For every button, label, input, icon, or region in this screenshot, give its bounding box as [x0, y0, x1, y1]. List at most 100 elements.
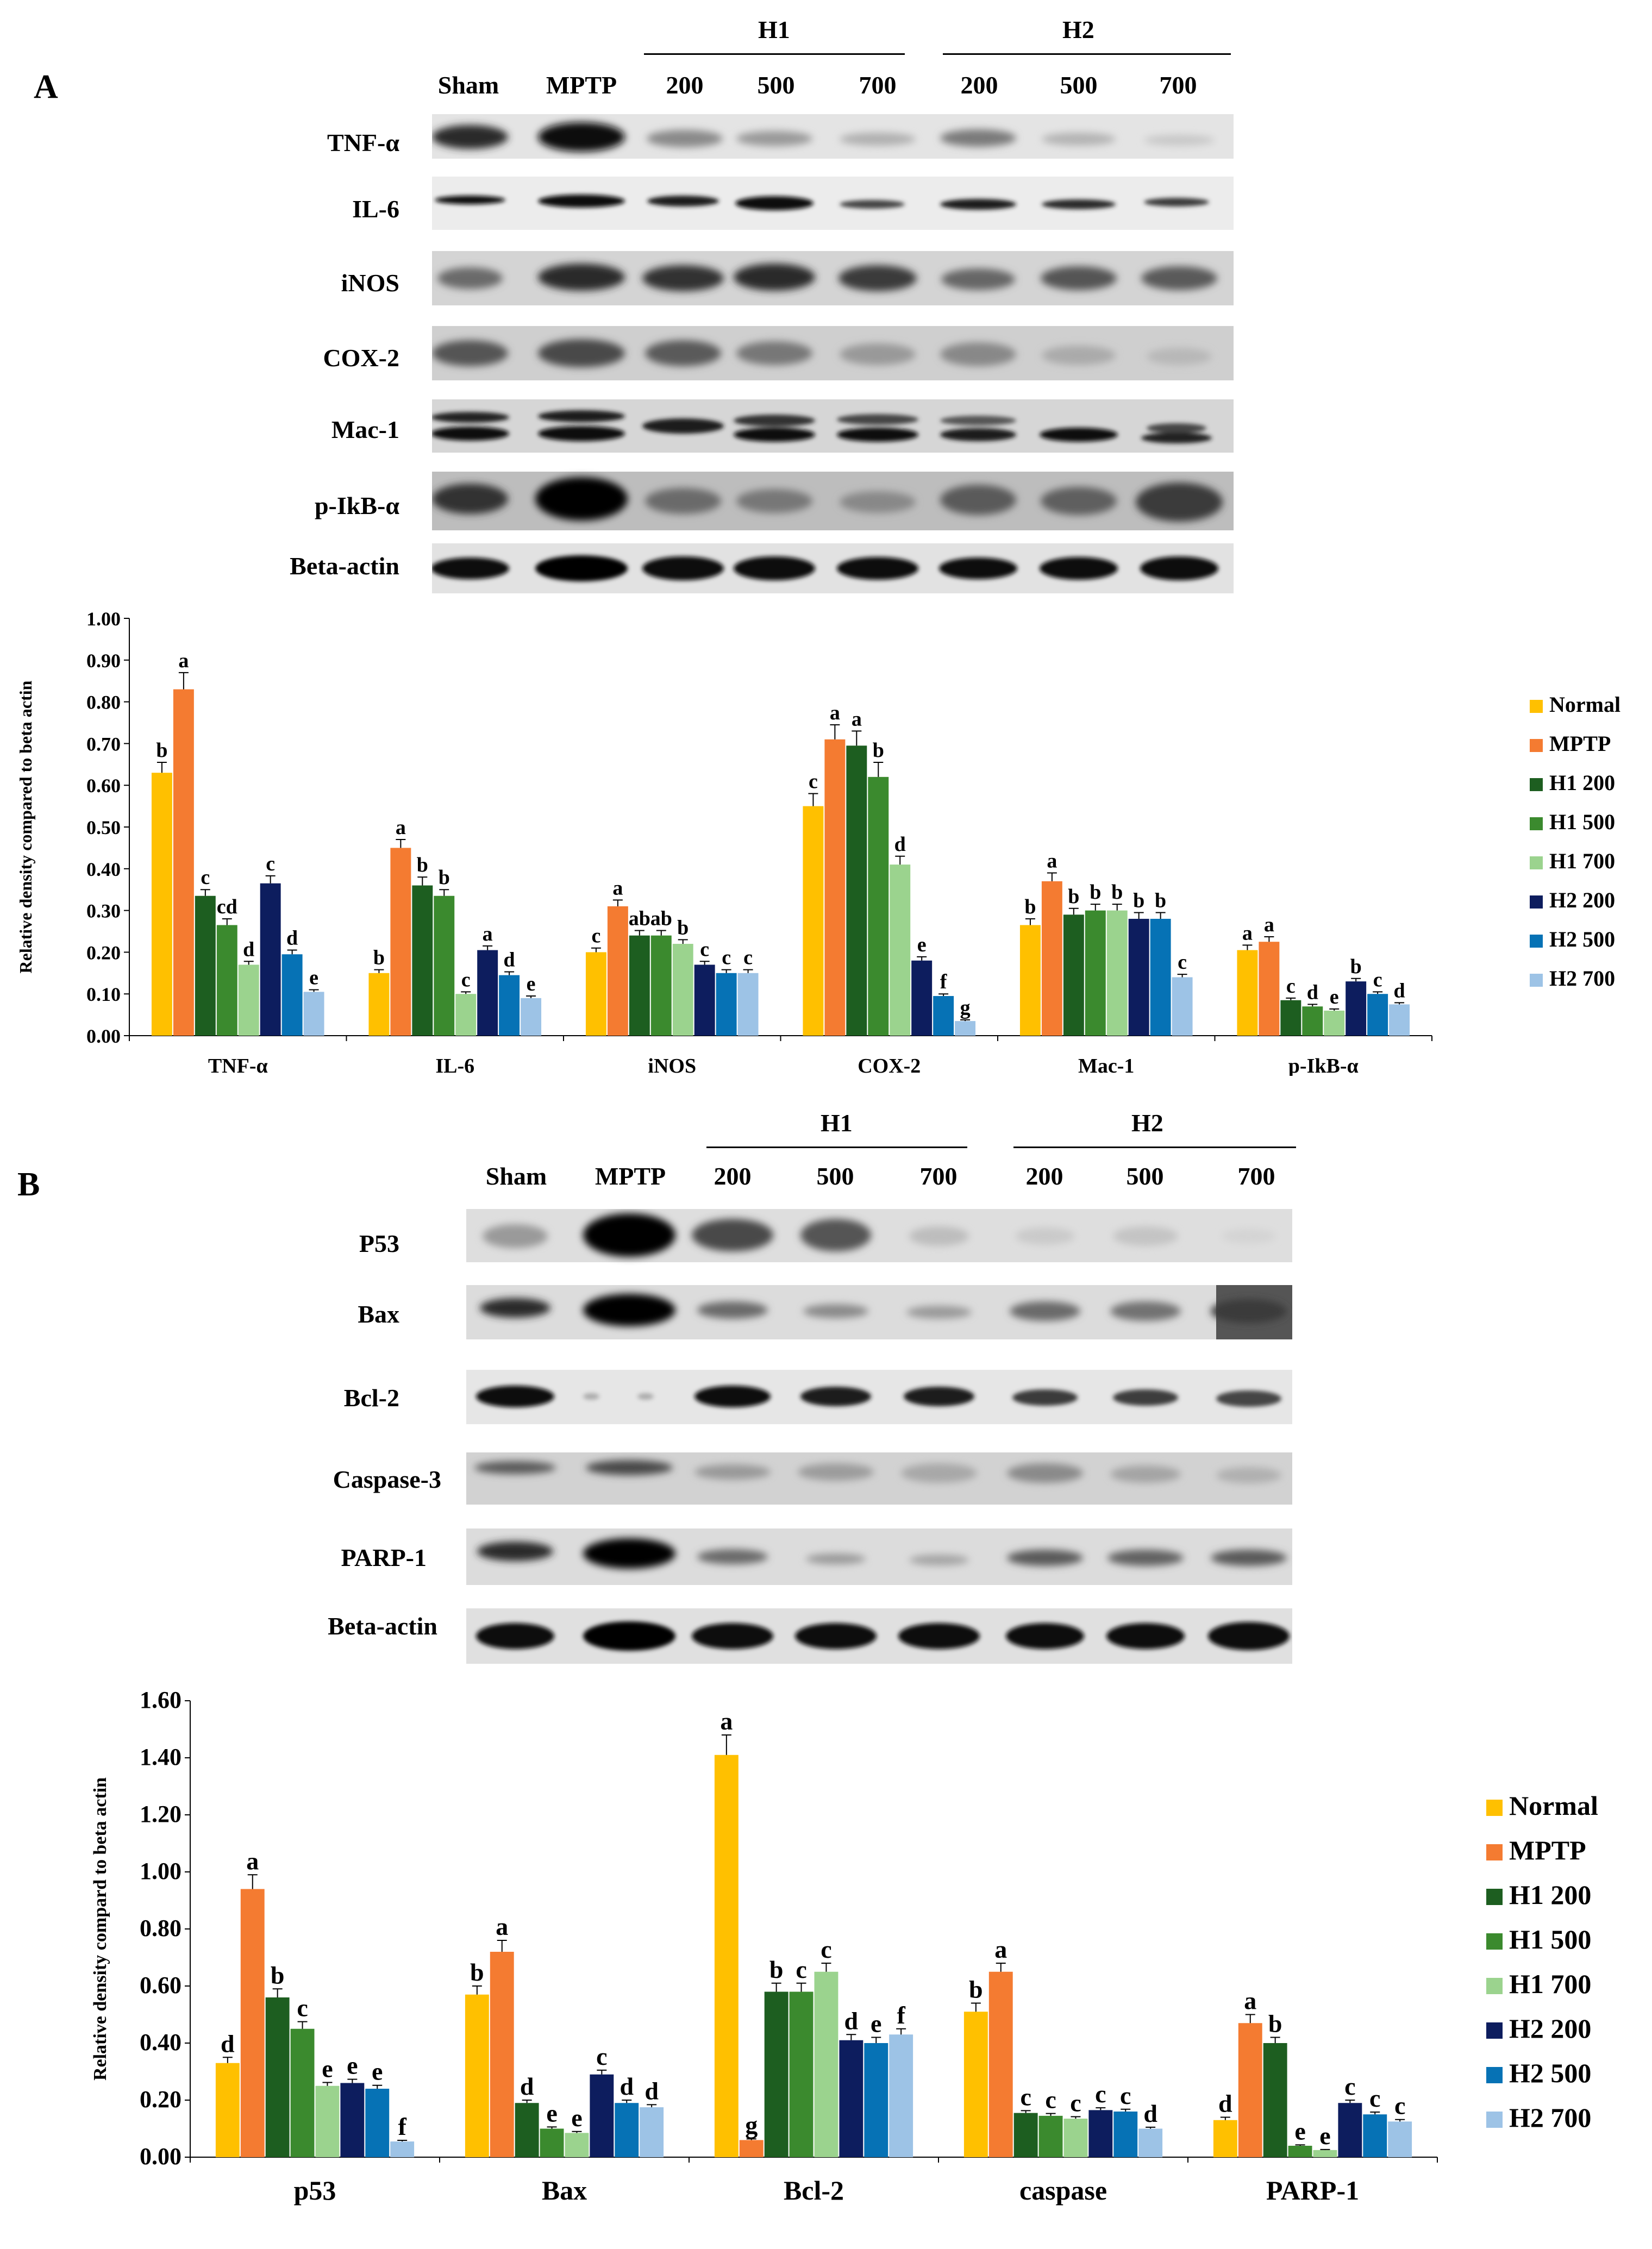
bar [988, 1971, 1013, 2157]
bar [1019, 925, 1041, 1036]
bar [1363, 2114, 1387, 2157]
significance-label: e [571, 2104, 582, 2132]
significance-label: c [1095, 2080, 1106, 2108]
significance-label: a [612, 876, 623, 899]
bar [390, 848, 411, 1036]
bar [846, 746, 867, 1036]
panel-a-protein-label: IL-6 [352, 195, 399, 223]
panel-b-group-h1-label: H1 [821, 1109, 853, 1137]
significance-label: e [871, 2010, 881, 2038]
legend-label: H2 500 [1509, 2058, 1591, 2088]
legend-swatch [1530, 895, 1543, 909]
panel-b-protein-label: Bcl-2 [343, 1384, 399, 1412]
y-tick-label: 0.70 [86, 733, 121, 755]
bar [412, 885, 433, 1036]
blot-strip-beta-actin [432, 543, 1234, 593]
panel-b-lane-label: 500 [817, 1162, 854, 1190]
bar [515, 2103, 539, 2157]
legend-label: Normal [1509, 1790, 1598, 1821]
significance-label: a [830, 701, 840, 724]
bar [764, 1991, 789, 2157]
blot-strip-caspase3 [466, 1452, 1292, 1505]
legend-swatch [1486, 1800, 1503, 1816]
significance-label: f [940, 970, 948, 993]
significance-label: c [700, 938, 709, 961]
significance-label: a [246, 1847, 259, 1875]
significance-label: c [821, 1935, 831, 1963]
bar [455, 994, 477, 1036]
bar [1338, 2103, 1362, 2157]
bar [640, 2107, 664, 2157]
bar [368, 973, 390, 1036]
significance-label: d [1307, 981, 1318, 1004]
legend-swatch [1486, 1933, 1503, 1950]
panel-b-lane-label: 700 [1238, 1162, 1275, 1190]
bar [1041, 881, 1062, 1036]
bar [955, 1021, 976, 1036]
bar [824, 739, 846, 1036]
significance-label: d [844, 2007, 859, 2034]
blot-strip-mac1 [432, 399, 1234, 453]
category-label: Bcl-2 [784, 2175, 844, 2206]
significance-label: e [322, 2054, 333, 2082]
category-label: Bax [542, 2175, 587, 2206]
significance-label: b [470, 1958, 484, 1986]
significance-label: b [156, 739, 167, 762]
significance-label: a [1244, 1987, 1256, 2015]
significance-label: f [897, 2001, 905, 2029]
bar [1259, 942, 1280, 1036]
bar [1038, 2115, 1063, 2157]
bar [716, 973, 737, 1036]
significance-label: ab [629, 907, 650, 930]
bar [238, 964, 259, 1036]
significance-label: b [439, 866, 450, 889]
significance-label: e [1294, 2117, 1305, 2145]
significance-label: c [297, 1994, 308, 2022]
y-axis-label: Relative density compared to beta actin [16, 680, 35, 973]
bar [1106, 910, 1128, 1036]
bar [1367, 994, 1388, 1036]
panel-a-lane-label: 700 [1160, 71, 1197, 99]
significance-label: f [398, 2113, 406, 2140]
significance-label: d [894, 833, 906, 856]
bar [737, 973, 759, 1036]
panel-a-protein-label: TNF-α [327, 129, 399, 156]
bar [290, 2028, 315, 2157]
panel-b-lane-label: MPTP [595, 1162, 666, 1190]
bar [864, 2043, 888, 2157]
bar [1213, 2120, 1237, 2157]
bar [590, 2074, 614, 2157]
bar [1313, 2150, 1337, 2157]
bar [1085, 910, 1106, 1036]
legend-swatch [1530, 935, 1543, 948]
y-tick-label: 0.30 [86, 900, 121, 922]
significance-label: cd [217, 895, 237, 918]
panel-a-letter: A [34, 68, 58, 105]
significance-label: b [969, 1976, 983, 2003]
significance-label: e [917, 934, 927, 956]
blot-strip-pikba [432, 472, 1234, 530]
significance-label: e [347, 2052, 358, 2079]
category-label: p-IkB-α [1288, 1055, 1359, 1076]
legend-label: MPTP [1549, 731, 1611, 756]
significance-label: c [1045, 2086, 1056, 2114]
bar [1388, 2121, 1412, 2157]
panel-a-lane-label: 700 [859, 71, 897, 99]
significance-label: g [745, 2111, 758, 2139]
bar [1280, 1000, 1301, 1036]
significance-label: d [1143, 2100, 1157, 2127]
bar [803, 806, 824, 1036]
blot-strip-parp1 [466, 1528, 1292, 1585]
panel-b-group-h2-label: H2 [1131, 1109, 1163, 1137]
y-tick-label: 0.90 [86, 650, 121, 672]
significance-label: c [266, 853, 275, 875]
bar [1263, 2043, 1287, 2157]
panel-b-protein-label: Caspase-3 [333, 1465, 441, 1493]
bar [1150, 918, 1171, 1036]
bar [889, 2034, 913, 2157]
bar [540, 2128, 564, 2157]
bar [1063, 2119, 1088, 2157]
bar [694, 964, 715, 1036]
legend-label: H1 700 [1509, 1969, 1591, 1999]
y-tick-label: 0.40 [140, 2029, 182, 2056]
